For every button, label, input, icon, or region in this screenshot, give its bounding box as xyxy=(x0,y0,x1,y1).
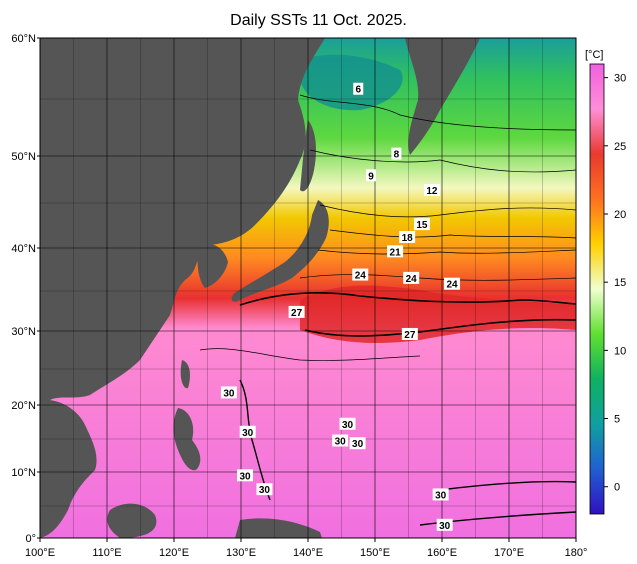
contour-label-box xyxy=(352,268,369,281)
land-eurasia xyxy=(40,38,325,460)
contour-label-box xyxy=(349,437,366,450)
contour-label-box xyxy=(387,245,404,258)
contour-label-box xyxy=(256,483,273,496)
contour-label: 9 xyxy=(368,171,374,182)
land-new-guinea xyxy=(235,518,322,538)
colorbar: [°C] 30 25 20 15 10 5 0 xyxy=(585,49,626,515)
contour-label: 18 xyxy=(402,233,414,244)
land-korea xyxy=(197,243,228,288)
contour-label-box xyxy=(239,425,256,438)
colorbar-tick-label: 10 xyxy=(614,345,626,357)
lon-label: 180° xyxy=(565,547,588,559)
lon-label: 150°E xyxy=(360,547,390,559)
lat-label: 20°N xyxy=(11,400,36,412)
okhotsk-cold-pool xyxy=(300,54,403,111)
contour-label-box xyxy=(432,488,449,501)
contour-label: 30 xyxy=(435,490,447,501)
map-title: Daily SSTs 11 Oct. 2025. xyxy=(230,12,407,29)
contour-label: 12 xyxy=(426,186,438,197)
lat-label: 60°N xyxy=(11,33,36,45)
contour-label-box xyxy=(365,169,376,182)
contour-label: 30 xyxy=(259,485,271,496)
contour-label: 24 xyxy=(446,280,458,291)
lat-label: 0° xyxy=(25,533,36,545)
contour-label-box xyxy=(399,230,416,243)
contour-label-box xyxy=(401,327,418,340)
land-japan xyxy=(231,200,329,302)
lat-label: 10°N xyxy=(11,467,36,479)
colorbar-tick-label: 15 xyxy=(614,277,626,289)
land-borneo xyxy=(107,503,157,538)
contour-label-box xyxy=(403,271,420,284)
contour-label-box xyxy=(413,218,430,231)
graticule-minor xyxy=(40,38,576,538)
lon-label: 120°E xyxy=(159,547,189,559)
contour-label-box xyxy=(339,417,356,430)
lon-label: 160°E xyxy=(427,547,457,559)
contour-label-box xyxy=(332,434,349,447)
colorbar-tick-label: 30 xyxy=(614,73,626,85)
colorbar-scale xyxy=(589,63,605,515)
contour-label-box xyxy=(220,386,237,399)
contour-label: 27 xyxy=(404,330,416,341)
contour-label: 27 xyxy=(291,308,303,319)
land-taiwan xyxy=(180,360,190,389)
contour-label: 30 xyxy=(352,439,364,450)
contour-label: 30 xyxy=(223,388,235,399)
contour-label-box xyxy=(353,82,364,95)
isotherm-contours xyxy=(199,94,576,526)
contour-label-box xyxy=(288,305,305,318)
lon-axis: 100°E 110°E 120°E 130°E 140°E 150°E 160°E 170°E… xyxy=(25,538,587,559)
colorbar-tick-label: 0 xyxy=(614,482,620,494)
contour-label: 15 xyxy=(416,220,428,231)
land-kamchatka xyxy=(405,38,480,155)
contour-label-box xyxy=(391,147,402,160)
contour-label: 30 xyxy=(242,428,254,439)
lat-label: 50°N xyxy=(11,151,36,163)
contour-label-box xyxy=(423,184,440,197)
land-indochina xyxy=(40,399,97,538)
lat-label: 40°N xyxy=(11,243,36,255)
lat-axis: 60°N 50°N 40°N 30°N 20°N 10°N 0° xyxy=(11,33,40,545)
contour-label: 30 xyxy=(342,420,354,431)
contour-label: 30 xyxy=(335,437,347,448)
contour-label: 30 xyxy=(239,471,251,482)
contour-label-box xyxy=(444,277,461,290)
lon-label: 170°E xyxy=(494,547,524,559)
colorbar-tick-label: 20 xyxy=(614,209,626,221)
colorbar-tick-label: 5 xyxy=(614,414,620,426)
contour-label: 24 xyxy=(355,271,367,282)
contour-label: 6 xyxy=(355,85,361,96)
colorbar-unit: [°C] xyxy=(585,49,603,61)
lon-label: 100°E xyxy=(25,547,55,559)
contour-label-box xyxy=(237,469,254,482)
lon-label: 110°E xyxy=(92,547,121,559)
colorbar-tick-label: 25 xyxy=(614,141,626,153)
lat-label: 30°N xyxy=(11,326,36,338)
contour-label: 24 xyxy=(406,274,418,285)
contour-label: 21 xyxy=(390,247,402,258)
kuroshio-warm-band xyxy=(300,285,576,343)
contour-label: 30 xyxy=(439,521,451,532)
colorbar-ticks: 30 25 20 15 10 5 0 xyxy=(604,73,626,494)
lon-label: 130°E xyxy=(226,547,256,559)
lon-label: 140°E xyxy=(293,547,323,559)
graticule xyxy=(40,38,576,538)
contour-label-box xyxy=(436,518,453,531)
contour-label: 8 xyxy=(394,150,400,161)
